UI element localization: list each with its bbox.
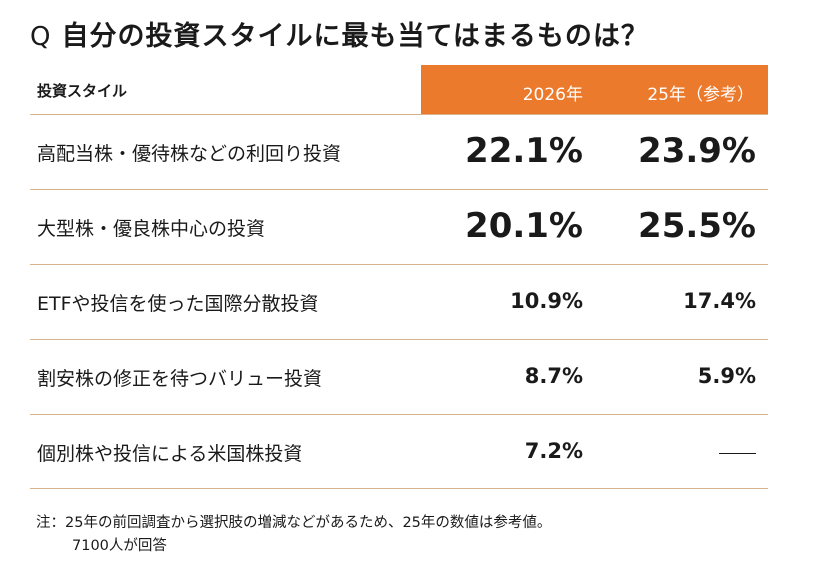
question-marker: Q bbox=[30, 22, 52, 52]
value-2025: 17.4% bbox=[683, 289, 756, 313]
no-data-dash bbox=[719, 453, 756, 454]
table-row: 大型株・優良株中心の投資 20.1% 25.5% bbox=[30, 189, 768, 264]
row-label: 高配当株・優待株などの利回り投資 bbox=[37, 143, 342, 165]
value-2026: 7.2% bbox=[524, 439, 583, 463]
value-2025: 23.9% bbox=[638, 131, 756, 171]
value-2025: 5.9% bbox=[697, 364, 756, 388]
table-row: ETFや投信を使った国際分散投資 10.9% 17.4% bbox=[30, 264, 768, 339]
value-2026: 8.7% bbox=[524, 364, 583, 388]
header-highlight bbox=[421, 65, 768, 114]
table-row: 高配当株・優待株などの利回り投資 22.1% 23.9% bbox=[30, 114, 768, 189]
value-2026: 20.1% bbox=[465, 206, 583, 246]
footnote-line-1: 注：25年の前回調査から選択肢の増減などがあるため、25年の数値は参考値。 bbox=[36, 515, 552, 531]
chart-title: Q 自分の投資スタイルに最も当てはまるものは？ bbox=[30, 14, 649, 53]
row-label: 大型株・優良株中心の投資 bbox=[37, 218, 266, 240]
table-header: 投資スタイル 2026年 25年（参考） bbox=[30, 65, 768, 114]
row-label: 個別株や投信による米国株投資 bbox=[37, 443, 303, 465]
question-text: 自分の投資スタイルに最も当てはまるものは？ bbox=[61, 21, 649, 52]
footnote-line-2: 7100人が回答 bbox=[72, 538, 167, 554]
value-2026: 22.1% bbox=[465, 131, 583, 171]
footnote: 注：25年の前回調査から選択肢の増減などがあるため、25年の数値は参考値。 71… bbox=[36, 512, 551, 558]
table-row: 割安株の修正を待つバリュー投資 8.7% 5.9% bbox=[30, 339, 768, 414]
row-label: ETFや投信を使った国際分散投資 bbox=[37, 293, 319, 315]
survey-table: 投資スタイル 2026年 25年（参考） 高配当株・優待株などの利回り投資 22… bbox=[30, 65, 768, 489]
column-header-style: 投資スタイル bbox=[37, 82, 128, 100]
table-row: 個別株や投信による米国株投資 7.2% bbox=[30, 414, 768, 489]
value-2026: 10.9% bbox=[510, 289, 583, 313]
row-label: 割安株の修正を待つバリュー投資 bbox=[37, 368, 323, 390]
value-2025: 25.5% bbox=[638, 206, 756, 246]
column-header-2025: 25年（参考） bbox=[647, 85, 754, 105]
column-header-2026: 2026年 bbox=[522, 85, 583, 105]
